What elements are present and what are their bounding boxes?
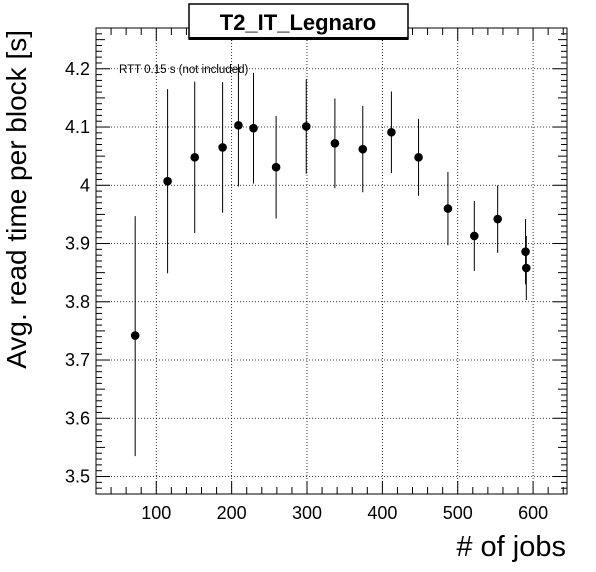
data-point: [249, 123, 258, 133]
data-point: [163, 176, 172, 186]
error-bars: [134, 64, 527, 457]
y-axis-label: Avg. read time per block [s]: [1, 30, 32, 369]
y-tick-label: 3.9: [65, 234, 90, 254]
x-tick-label: 400: [367, 503, 397, 523]
data-point: [301, 122, 311, 131]
x-axis-label: # of jobs: [456, 531, 566, 563]
title-box: [188, 3, 409, 40]
y-tick-label: 3.5: [65, 467, 90, 487]
y-tick-label: 4.2: [65, 59, 90, 79]
data-point: [443, 204, 453, 213]
x-tick-label: 500: [443, 503, 473, 523]
data-point: [522, 263, 531, 273]
x-tick-label: 100: [141, 503, 171, 523]
x-tick-label: 300: [292, 503, 322, 523]
y-tick-label: 3.8: [65, 292, 90, 312]
chart-title: T2_IT_Legnaro: [220, 10, 376, 35]
data-point: [234, 120, 243, 130]
axis-ticks: [95, 27, 567, 495]
plot-frame: [95, 27, 568, 495]
rtt-annotation: RTT 0.15 s (not included): [119, 64, 249, 76]
tick-labels: 100 200 300 400 500 600 3.5 3.6 3.7 3.8 3.9 4 4.1 4.2: [65, 59, 548, 523]
y-tick-label: 3.6: [65, 408, 90, 428]
x-tick-label: 200: [217, 503, 247, 523]
data-point: [130, 331, 140, 340]
data-point: [521, 247, 530, 256]
data-point: [271, 162, 281, 172]
grid: [96, 28, 567, 494]
data-point: [470, 231, 479, 241]
y-tick-label: 3.7: [65, 350, 90, 370]
data-point: [330, 139, 340, 148]
title-box-shadow: [189, 37, 408, 40]
data-point: [493, 214, 502, 224]
data-point: [190, 153, 200, 162]
data-points: [130, 120, 531, 340]
data-point: [358, 144, 368, 154]
data-point: [387, 127, 396, 137]
y-tick-label: 4: [80, 175, 90, 195]
y-tick-label: 4.1: [65, 117, 90, 137]
x-tick-label: 600: [518, 503, 548, 523]
data-point: [414, 153, 423, 162]
data-point: [218, 143, 227, 152]
